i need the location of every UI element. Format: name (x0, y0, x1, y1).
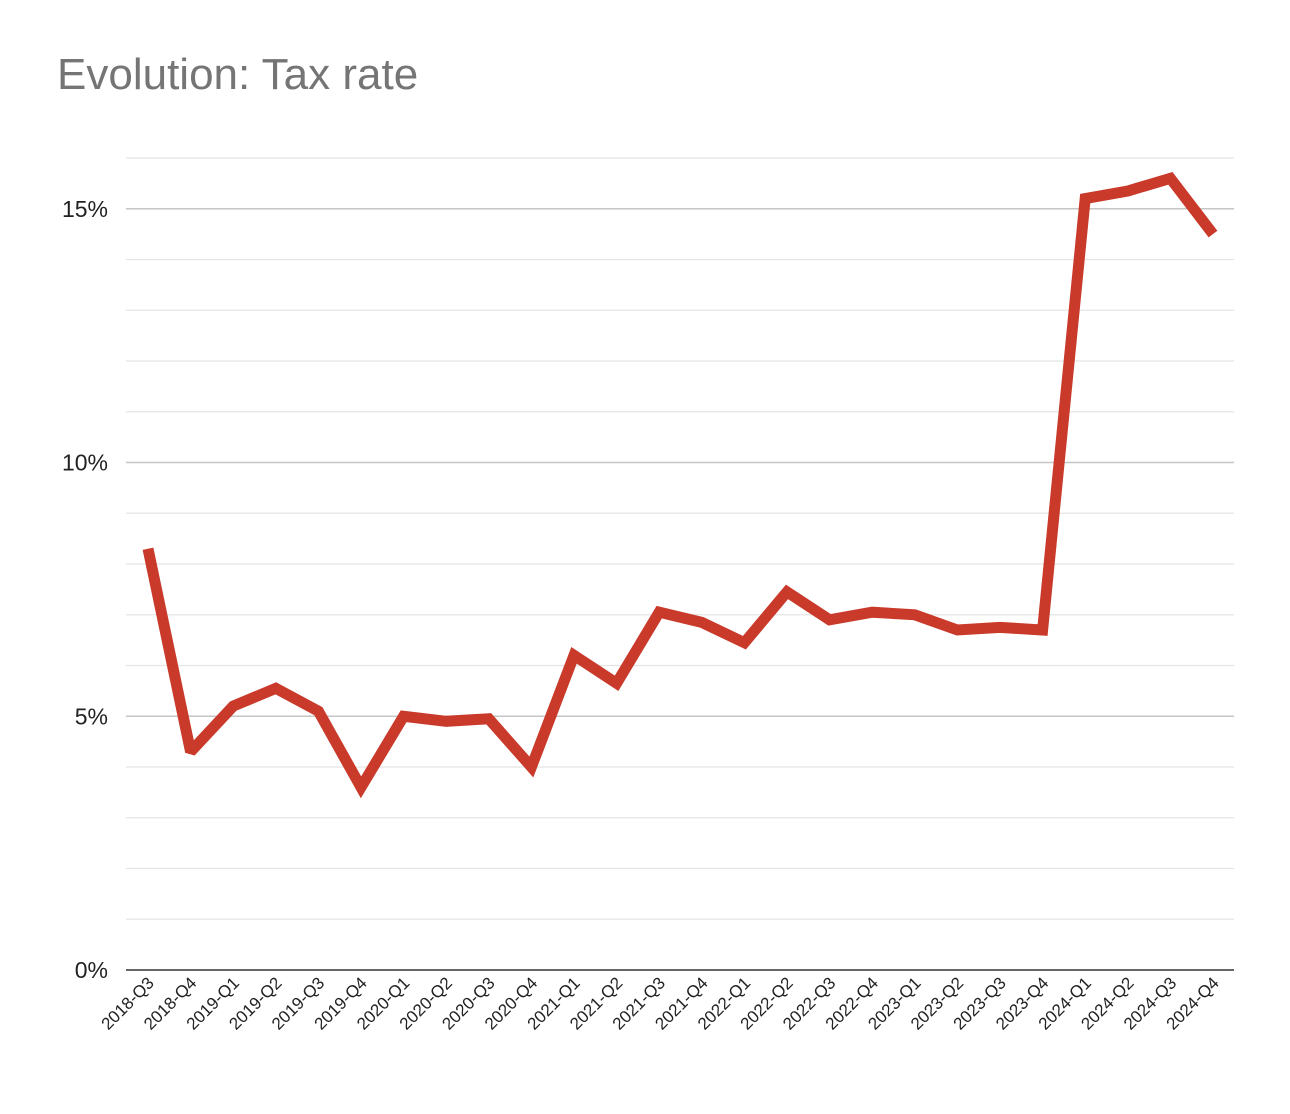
y-tick-label: 5% (75, 703, 108, 729)
gridlines (126, 157, 1234, 920)
series-line (142, 171, 1218, 799)
y-tick-label: 15% (62, 196, 108, 222)
series-lines (142, 171, 1218, 799)
chart-title: Evolution: Tax rate (57, 50, 419, 99)
x-axis-tick-labels: 2018-Q32018-Q42019-Q12019-Q22019-Q32019-… (98, 973, 1223, 1033)
y-axis-tick-labels: 0% 5% 10% 15% (62, 196, 108, 983)
y-tick-label: 10% (62, 450, 108, 476)
y-tick-label: 0% (75, 957, 108, 983)
